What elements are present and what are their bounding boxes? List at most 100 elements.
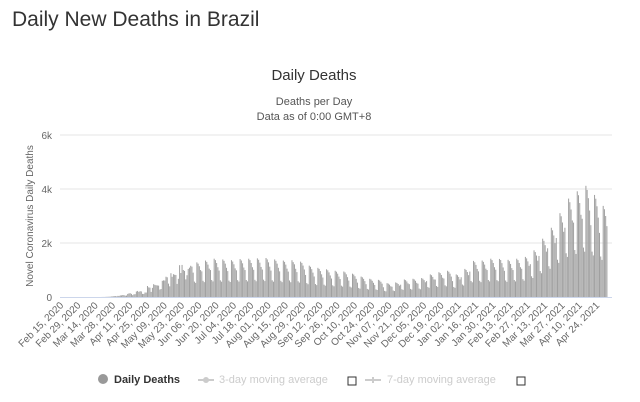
bar[interactable] <box>521 268 523 297</box>
bar[interactable] <box>587 198 589 297</box>
bar[interactable] <box>575 253 577 297</box>
bar[interactable] <box>167 283 169 297</box>
bar[interactable] <box>285 264 287 297</box>
bar[interactable] <box>566 256 568 297</box>
bar[interactable] <box>224 263 226 297</box>
bar[interactable] <box>348 280 350 297</box>
bar[interactable] <box>497 281 499 297</box>
legend-daily-deaths[interactable]: Daily Deaths <box>114 374 180 386</box>
bar[interactable] <box>469 271 471 297</box>
bar[interactable] <box>452 281 454 297</box>
bar[interactable] <box>585 185 587 297</box>
bar[interactable] <box>370 279 372 297</box>
bar[interactable] <box>212 281 214 297</box>
bar[interactable] <box>582 247 584 297</box>
bar[interactable] <box>306 283 308 297</box>
bar[interactable] <box>321 274 323 297</box>
bar[interactable] <box>117 295 119 297</box>
bar[interactable] <box>431 275 433 297</box>
bar[interactable] <box>570 209 572 297</box>
bar[interactable] <box>571 220 573 297</box>
bar[interactable] <box>506 281 508 297</box>
bar[interactable] <box>356 282 358 297</box>
bar[interactable] <box>543 240 545 297</box>
bar[interactable] <box>500 260 502 297</box>
bar[interactable] <box>259 262 261 297</box>
bar[interactable] <box>461 284 463 297</box>
bar[interactable] <box>365 284 367 297</box>
bar[interactable] <box>121 295 123 297</box>
bar[interactable] <box>427 286 429 297</box>
bar[interactable] <box>327 270 329 297</box>
bar[interactable] <box>547 248 549 297</box>
bar[interactable] <box>482 261 484 297</box>
bar[interactable] <box>559 213 561 297</box>
bar[interactable] <box>387 283 389 297</box>
bar[interactable] <box>160 289 162 297</box>
bar[interactable] <box>359 288 361 297</box>
bar[interactable] <box>440 274 442 297</box>
bar[interactable] <box>511 268 513 297</box>
bar[interactable] <box>363 278 365 297</box>
bar[interactable] <box>368 289 370 297</box>
bar[interactable] <box>187 268 189 297</box>
bar[interactable] <box>207 264 209 297</box>
bar[interactable] <box>166 277 168 297</box>
bar[interactable] <box>476 268 478 297</box>
bar[interactable] <box>237 280 239 297</box>
bar[interactable] <box>410 288 412 297</box>
bar[interactable] <box>513 279 515 297</box>
bar[interactable] <box>253 269 255 297</box>
bar[interactable] <box>261 269 263 297</box>
bar[interactable] <box>337 273 339 297</box>
bar[interactable] <box>328 272 330 297</box>
bar[interactable] <box>151 287 153 297</box>
bar[interactable] <box>402 289 404 297</box>
bar[interactable] <box>544 245 546 297</box>
bar[interactable] <box>552 230 554 297</box>
bar[interactable] <box>442 277 444 297</box>
bar[interactable] <box>140 291 142 297</box>
bar[interactable] <box>112 296 114 297</box>
bar[interactable] <box>111 296 113 297</box>
bar[interactable] <box>531 276 533 297</box>
bar[interactable] <box>182 269 184 297</box>
bar[interactable] <box>475 264 477 297</box>
bar[interactable] <box>579 203 581 297</box>
bar[interactable] <box>459 279 461 297</box>
bar[interactable] <box>445 286 447 297</box>
bar[interactable] <box>124 295 126 297</box>
bar[interactable] <box>297 281 299 297</box>
bar[interactable] <box>154 284 156 297</box>
bar[interactable] <box>161 280 163 297</box>
bar[interactable] <box>142 293 144 297</box>
bar[interactable] <box>349 286 351 297</box>
bar[interactable] <box>298 282 300 297</box>
legend-3day-average[interactable]: 3-day moving average <box>219 374 328 386</box>
bar[interactable] <box>421 278 423 297</box>
bar[interactable] <box>463 285 465 297</box>
bar[interactable] <box>143 293 145 297</box>
bar[interactable] <box>211 279 213 297</box>
bar[interactable] <box>284 261 286 297</box>
bar[interactable] <box>169 286 171 297</box>
bar[interactable] <box>434 279 436 297</box>
bar[interactable] <box>560 216 562 297</box>
bar[interactable] <box>417 283 419 297</box>
bar[interactable] <box>270 270 272 297</box>
bar[interactable] <box>489 281 491 297</box>
bar[interactable] <box>590 225 592 297</box>
bar[interactable] <box>214 260 216 297</box>
bar[interactable] <box>494 267 496 297</box>
bar[interactable] <box>408 284 410 297</box>
bar[interactable] <box>125 295 127 297</box>
bar[interactable] <box>580 214 582 297</box>
bar[interactable] <box>146 286 148 297</box>
bar[interactable] <box>254 279 256 297</box>
bar[interactable] <box>605 216 607 297</box>
bar[interactable] <box>444 285 446 297</box>
bar[interactable] <box>412 278 414 297</box>
bar[interactable] <box>247 281 249 297</box>
bar[interactable] <box>379 280 381 298</box>
bar[interactable] <box>128 293 130 297</box>
